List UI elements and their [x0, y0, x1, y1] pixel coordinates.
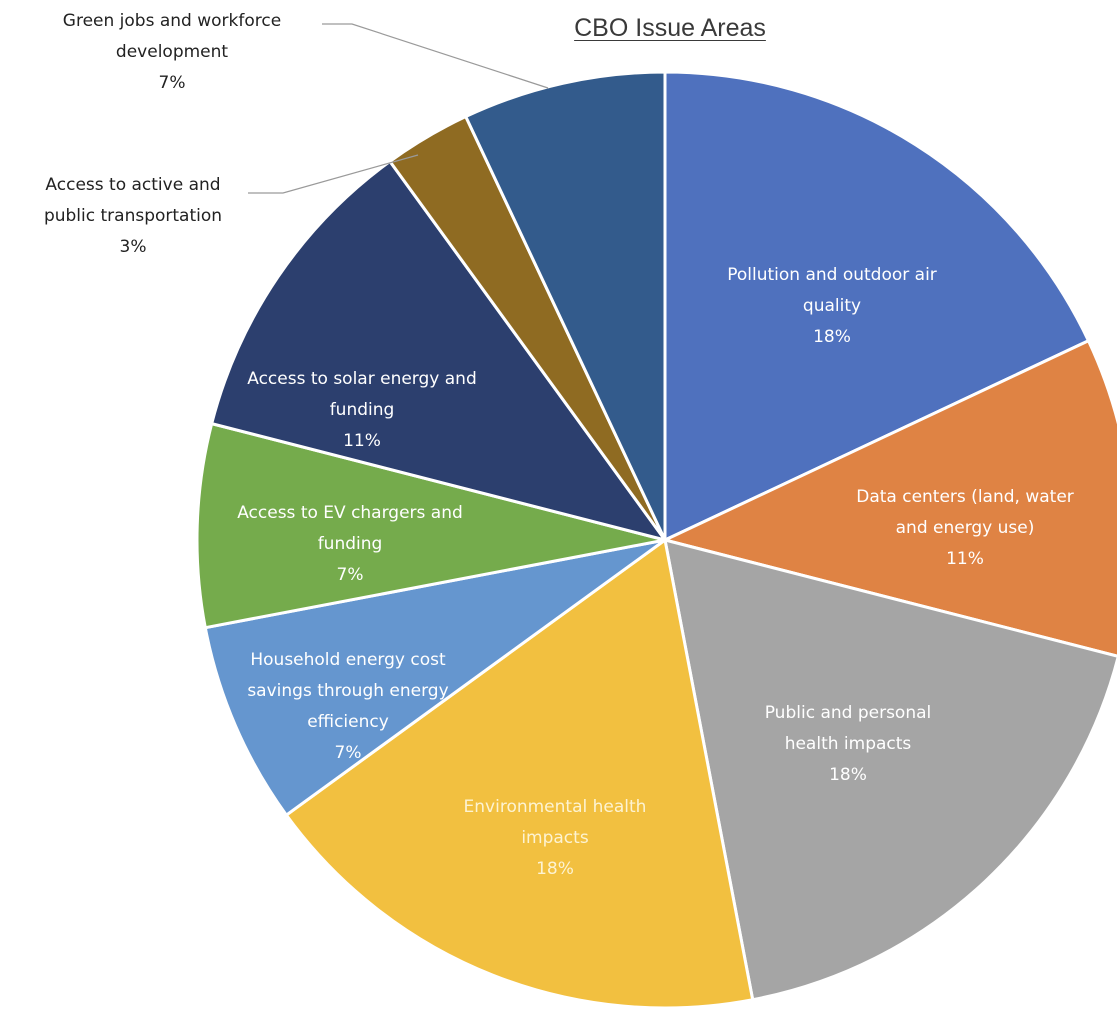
chart-title: CBO Issue Areas	[574, 14, 766, 42]
pie-slice	[663, 538, 1117, 1002]
slice-label: Household energy cost savings through ene…	[247, 650, 448, 763]
slice-label: Data centers (land, water and energy use)…	[856, 487, 1074, 569]
leader-line	[248, 154, 419, 194]
slice-label: Environmental health impacts 18%	[464, 797, 647, 879]
pie-slice	[210, 159, 667, 542]
pie-slice	[195, 422, 667, 630]
slice-label: Access to active and public transportatio…	[44, 175, 222, 257]
slice-label: Pollution and outdoor air quality 18%	[727, 265, 937, 347]
pie-slice	[464, 70, 667, 542]
pie-slice	[203, 538, 667, 817]
pie-slice	[663, 70, 1090, 542]
leader-line	[322, 23, 549, 89]
pie-slice	[663, 339, 1117, 658]
slice-label: Access to EV chargers and funding 7%	[237, 503, 463, 585]
pie-slice	[284, 538, 755, 1009]
slice-label: Access to solar energy and funding 11%	[247, 369, 476, 451]
slice-label: Green jobs and workforce development 7%	[63, 11, 281, 93]
slice-label: Public and personal health impacts 18%	[765, 703, 932, 785]
